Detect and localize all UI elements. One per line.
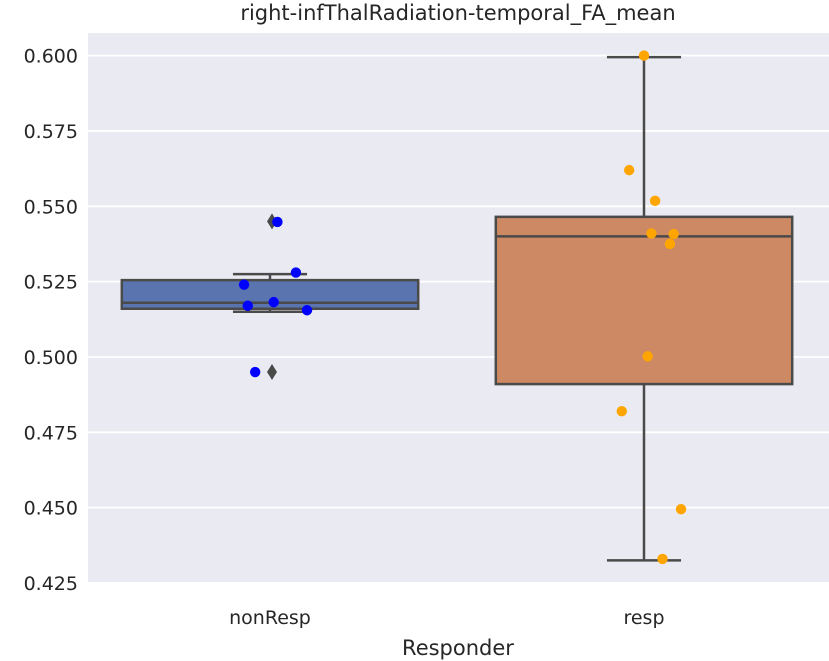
data-point (649, 195, 661, 207)
x-tick-label-resp: resp (623, 607, 664, 629)
y-tick-label: 0.500 (24, 347, 78, 369)
x-tick-label-nonResp: nonResp (229, 607, 311, 629)
data-point (657, 553, 668, 565)
data-point (668, 228, 679, 240)
data-point (272, 216, 283, 228)
data-point (646, 228, 657, 239)
data-point (642, 351, 653, 362)
y-tick-label: 0.575 (24, 121, 78, 143)
data-point (290, 267, 302, 278)
outlier-marker (267, 364, 277, 381)
data-point (623, 164, 635, 176)
y-tick-label: 0.550 (24, 196, 78, 218)
data-point (675, 503, 687, 515)
data-point (249, 366, 261, 378)
y-tick-label: 0.475 (24, 422, 78, 444)
y-tick-label: 0.425 (24, 573, 78, 595)
data-point (664, 238, 676, 250)
data-point (301, 305, 313, 316)
data-point (238, 279, 250, 290)
chart-title: right-infThalRadiation-temporal_FA_mean (240, 1, 675, 26)
data-point (616, 406, 627, 417)
data-point (242, 300, 253, 311)
data-point (638, 50, 650, 61)
x-axis-title: Responder (402, 636, 514, 660)
y-tick-label: 0.600 (24, 46, 78, 68)
y-tick-label: 0.525 (24, 272, 78, 294)
plot-area: 0.425 0.450 0.475 0.500 0.525 0.550 0.575 0.600… (24, 33, 829, 629)
y-tick-label: 0.450 (24, 498, 78, 520)
data-point (268, 296, 279, 308)
